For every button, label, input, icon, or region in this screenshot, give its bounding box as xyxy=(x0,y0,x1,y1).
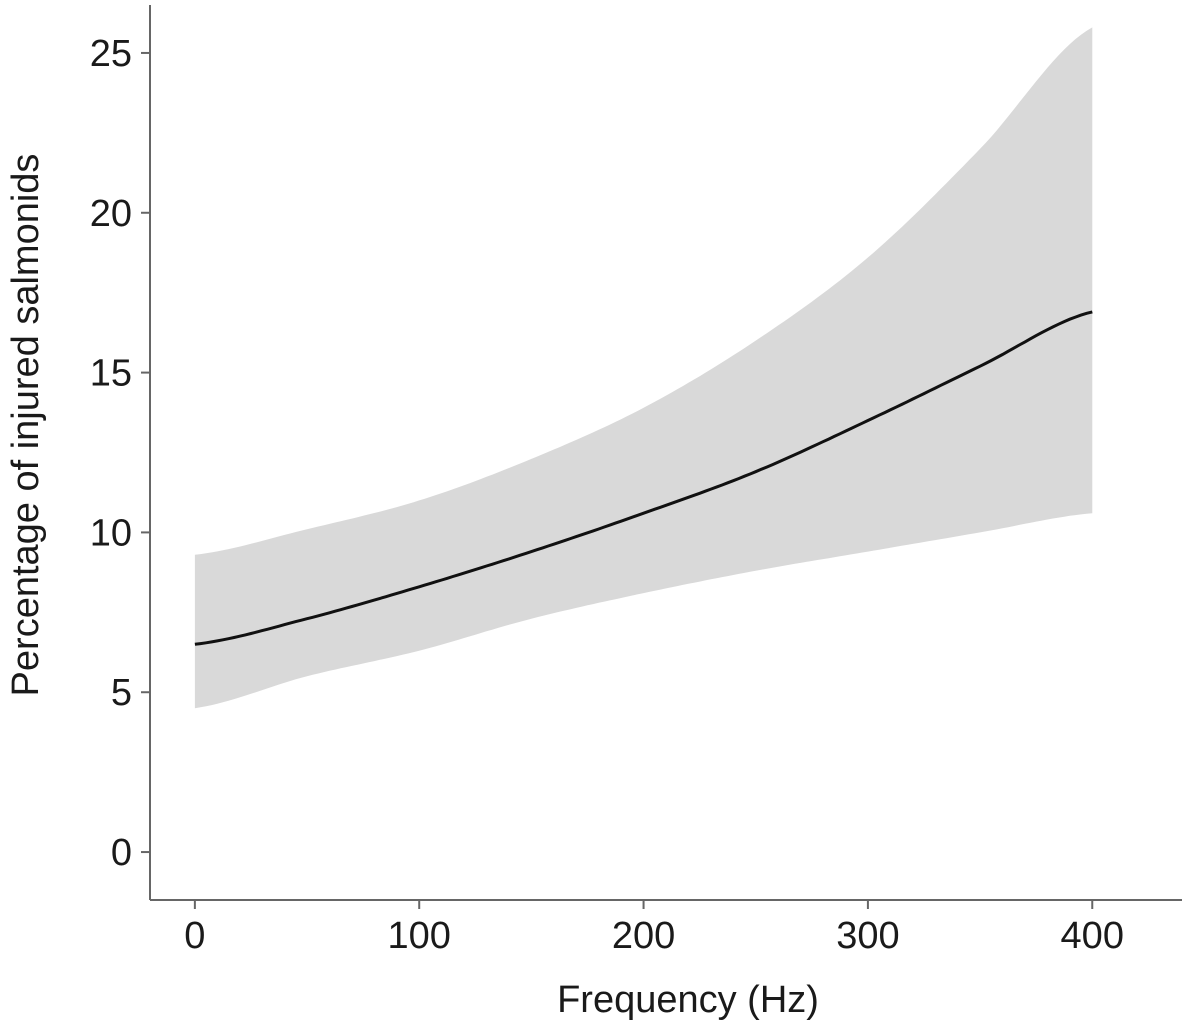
y-tick-label-10: 10 xyxy=(90,512,132,554)
confidence-band-layer xyxy=(194,27,1093,709)
x-axis-title: Frequency (Hz) xyxy=(557,979,819,1021)
y-tick-label-0: 0 xyxy=(111,832,132,874)
confidence-band-0 xyxy=(194,27,1093,709)
x-tick-label-0: 0 xyxy=(184,915,205,957)
y-tick-label-25: 25 xyxy=(90,33,132,75)
x-tick-label-300: 300 xyxy=(836,915,899,957)
x-tick-label-400: 400 xyxy=(1061,915,1124,957)
y-tick-label-15: 15 xyxy=(90,353,132,395)
y-tick-label-5: 5 xyxy=(111,672,132,714)
x-tick-label-200: 200 xyxy=(612,915,675,957)
trend-line-layer xyxy=(194,310,1093,646)
fitted-line-0 xyxy=(194,310,1093,646)
y-tick-label-20: 20 xyxy=(90,193,132,235)
axes xyxy=(141,5,1182,909)
x-tick-label-100: 100 xyxy=(388,915,451,957)
y-axis-title: Percentage of injured salmonids xyxy=(5,154,47,697)
tick-labels: 0 5 10 15 20 25 0 100 200 300 400 xyxy=(90,33,1124,957)
